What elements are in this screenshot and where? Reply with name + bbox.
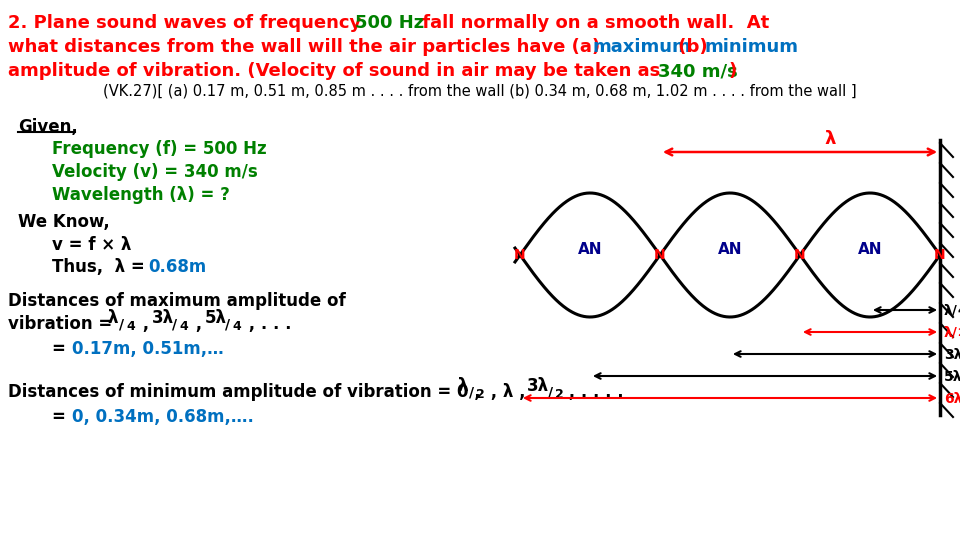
Text: 5λ: 5λ bbox=[205, 309, 227, 327]
Text: Thus,  λ =: Thus, λ = bbox=[52, 258, 151, 276]
Text: fall normally on a smooth wall.  At: fall normally on a smooth wall. At bbox=[416, 14, 769, 32]
Text: 6λ/: 6λ/ bbox=[944, 392, 960, 406]
Text: 0.68m: 0.68m bbox=[148, 258, 206, 276]
Text: 0.17m, 0.51m,…: 0.17m, 0.51m,… bbox=[72, 340, 224, 358]
Text: AN: AN bbox=[718, 242, 742, 258]
Text: 4: 4 bbox=[232, 320, 241, 333]
Text: We Know,: We Know, bbox=[18, 213, 109, 231]
Text: /: / bbox=[172, 318, 178, 332]
Text: , . . . .: , . . . . bbox=[563, 383, 624, 401]
Text: maximum: maximum bbox=[592, 38, 691, 56]
Text: ,: , bbox=[190, 315, 203, 333]
Text: Frequency (f) = 500 Hz: Frequency (f) = 500 Hz bbox=[52, 140, 267, 158]
Text: ,: , bbox=[137, 315, 149, 333]
Text: 2: 2 bbox=[555, 388, 564, 401]
Text: 5λ/: 5λ/ bbox=[944, 370, 960, 384]
Text: (VK.27)[ (a) 0.17 m, 0.51 m, 0.85 m . . . . from the wall (b) 0.34 m, 0.68 m, 1.: (VK.27)[ (a) 0.17 m, 0.51 m, 0.85 m . . … bbox=[103, 84, 857, 99]
Text: λ/: λ/ bbox=[944, 326, 958, 340]
Text: =: = bbox=[52, 408, 72, 426]
Text: Given,: Given, bbox=[18, 118, 78, 136]
Text: N: N bbox=[654, 248, 666, 262]
Text: N: N bbox=[515, 248, 526, 262]
Text: vibration =: vibration = bbox=[8, 315, 118, 333]
Text: 4: 4 bbox=[179, 320, 188, 333]
Text: λ: λ bbox=[107, 309, 117, 327]
Text: 3λ: 3λ bbox=[527, 377, 549, 395]
Text: ): ) bbox=[728, 62, 736, 80]
Text: 4: 4 bbox=[957, 306, 960, 316]
Text: 500 Hz: 500 Hz bbox=[355, 14, 424, 32]
Text: minimum: minimum bbox=[704, 38, 798, 56]
Text: N: N bbox=[794, 248, 805, 262]
Text: λ/: λ/ bbox=[944, 304, 958, 318]
Text: 340 m/s: 340 m/s bbox=[658, 62, 737, 80]
Text: (b): (b) bbox=[672, 38, 714, 56]
Text: 0, 0.34m, 0.68m,….: 0, 0.34m, 0.68m,…. bbox=[72, 408, 253, 426]
Text: , . . .: , . . . bbox=[243, 315, 292, 333]
Text: N: N bbox=[934, 248, 946, 262]
Text: 3λ/: 3λ/ bbox=[944, 348, 960, 362]
Text: AN: AN bbox=[578, 242, 602, 258]
Text: =: = bbox=[52, 340, 72, 358]
Text: /: / bbox=[548, 386, 553, 400]
Text: v = f × λ: v = f × λ bbox=[52, 236, 132, 254]
Text: λ: λ bbox=[825, 130, 836, 148]
Text: Distances of minimum amplitude of vibration = 0 ,: Distances of minimum amplitude of vibrat… bbox=[8, 383, 487, 401]
Text: /: / bbox=[225, 318, 230, 332]
Text: Distances of maximum amplitude of: Distances of maximum amplitude of bbox=[8, 292, 346, 310]
Text: 4: 4 bbox=[126, 320, 134, 333]
Text: /: / bbox=[119, 318, 124, 332]
Text: 2: 2 bbox=[476, 388, 485, 401]
Text: , λ ,: , λ , bbox=[485, 383, 531, 401]
Text: Velocity (v) = 340 m/s: Velocity (v) = 340 m/s bbox=[52, 163, 257, 181]
Text: 2: 2 bbox=[957, 328, 960, 338]
Text: 3λ: 3λ bbox=[152, 309, 174, 327]
Text: what distances from the wall will the air particles have (a): what distances from the wall will the ai… bbox=[8, 38, 607, 56]
Text: AN: AN bbox=[857, 242, 882, 258]
Text: λ: λ bbox=[458, 377, 468, 395]
Text: amplitude of vibration. (Velocity of sound in air may be taken as: amplitude of vibration. (Velocity of sou… bbox=[8, 62, 666, 80]
Text: 2. Plane sound waves of frequency: 2. Plane sound waves of frequency bbox=[8, 14, 368, 32]
Text: Wavelength (λ) = ?: Wavelength (λ) = ? bbox=[52, 186, 229, 204]
Text: /: / bbox=[469, 386, 474, 400]
